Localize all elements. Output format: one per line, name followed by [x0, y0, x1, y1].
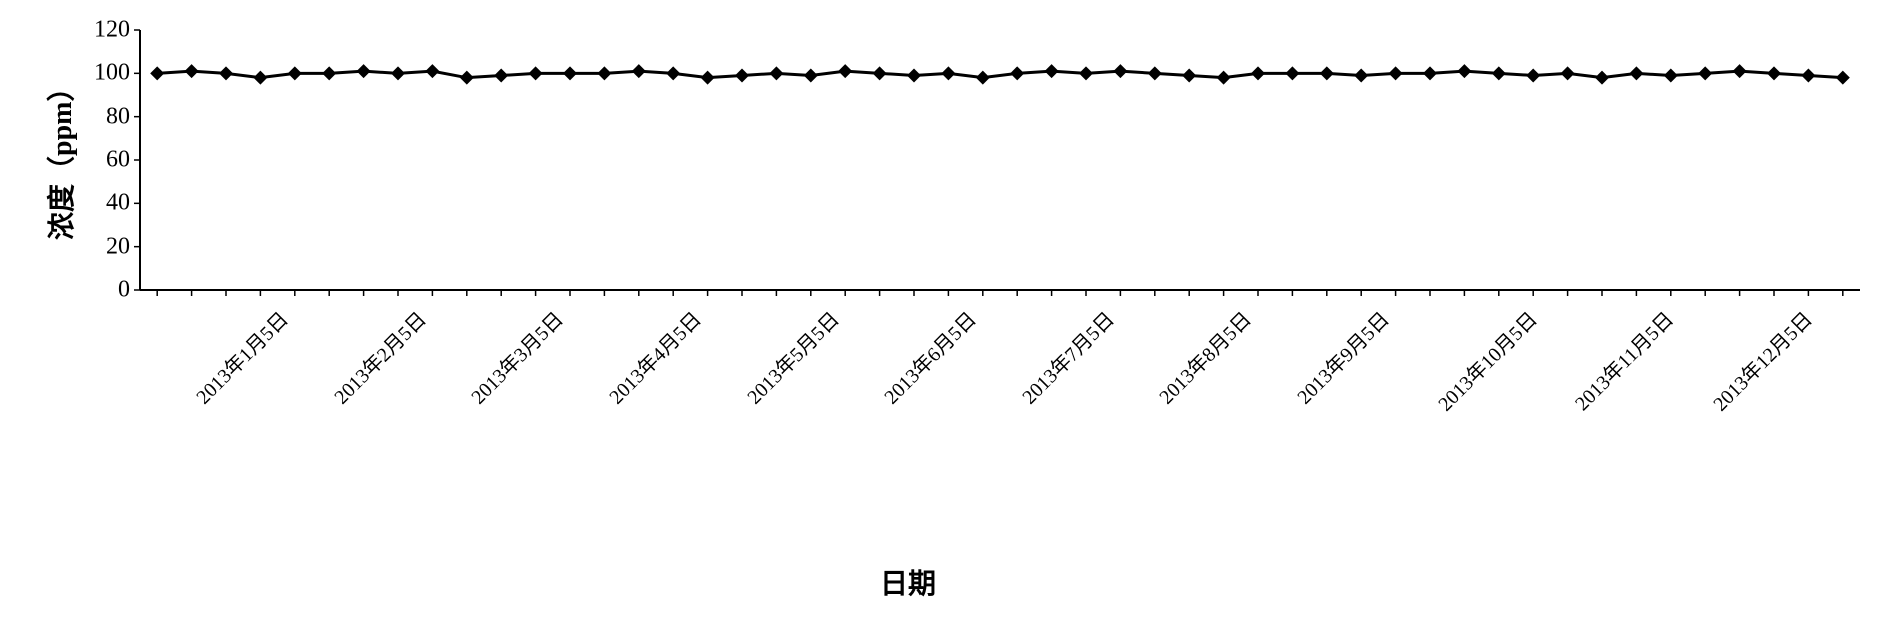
y-axis-label: 浓度（ppm）: [40, 74, 80, 240]
data-marker: [425, 64, 439, 78]
y-tick-label: 120: [80, 17, 130, 44]
data-marker: [941, 66, 955, 80]
y-tick-label: 0: [80, 277, 130, 304]
data-marker: [185, 64, 199, 78]
data-marker: [1733, 64, 1747, 78]
data-marker: [838, 64, 852, 78]
data-marker: [1010, 66, 1024, 80]
data-marker: [1113, 64, 1127, 78]
x-tick-label: 2013年1月5日: [188, 304, 293, 409]
data-marker: [701, 71, 715, 85]
x-tick-label: 2013年10月5日: [1430, 304, 1542, 416]
data-marker: [1045, 64, 1059, 78]
x-tick-label: 2013年8月5日: [1152, 304, 1257, 409]
data-marker: [1251, 66, 1265, 80]
x-tick-label: 2013年5月5日: [739, 304, 844, 409]
data-marker: [1801, 69, 1815, 83]
data-marker: [769, 66, 783, 80]
chart-container: 浓度（ppm） 日期 0 20 40 60 80 100 120 2013年1月5日 2013…: [20, 20, 1876, 612]
x-tick-label: 2013年4月5日: [601, 304, 706, 409]
data-marker: [357, 64, 371, 78]
data-marker: [632, 64, 646, 78]
x-tick-label: 2013年11月5日: [1567, 304, 1679, 416]
y-tick-label: 40: [80, 190, 130, 217]
data-marker: [1079, 66, 1093, 80]
x-tick-label: 2013年12月5日: [1705, 304, 1817, 416]
data-marker: [735, 69, 749, 83]
data-marker: [1492, 66, 1506, 80]
y-tick-label: 60: [80, 147, 130, 174]
chart-svg: [140, 30, 1860, 310]
data-marker: [1217, 71, 1231, 85]
data-marker: [873, 66, 887, 80]
data-marker: [1595, 71, 1609, 85]
data-marker: [1561, 66, 1575, 80]
x-axis-label: 日期: [880, 562, 936, 602]
data-marker: [1354, 69, 1368, 83]
data-marker: [1285, 66, 1299, 80]
data-marker: [460, 71, 474, 85]
x-tick-label: 2013年3月5日: [464, 304, 569, 409]
data-marker: [907, 69, 921, 83]
data-line: [157, 71, 1843, 78]
data-marker: [1836, 71, 1850, 85]
y-tick-label: 80: [80, 103, 130, 130]
data-marker: [529, 66, 543, 80]
data-marker: [253, 71, 267, 85]
data-marker: [1320, 66, 1334, 80]
data-marker: [1389, 66, 1403, 80]
x-tick-label: 2013年2月5日: [326, 304, 431, 409]
x-tick-label: 2013年7月5日: [1014, 304, 1119, 409]
data-marker: [1182, 69, 1196, 83]
data-marker: [1629, 66, 1643, 80]
data-marker: [150, 66, 164, 80]
data-marker: [804, 69, 818, 83]
y-tick-label: 20: [80, 233, 130, 260]
data-marker: [1457, 64, 1471, 78]
data-marker: [1423, 66, 1437, 80]
data-marker: [597, 66, 611, 80]
plot-area: [140, 30, 1860, 290]
data-marker: [1526, 69, 1540, 83]
data-marker: [1767, 66, 1781, 80]
data-marker: [322, 66, 336, 80]
x-tick-label: 2013年9月5日: [1289, 304, 1394, 409]
data-marker: [666, 66, 680, 80]
data-marker: [976, 71, 990, 85]
data-marker: [1698, 66, 1712, 80]
data-marker: [1148, 66, 1162, 80]
x-tick-label: 2013年6月5日: [876, 304, 981, 409]
data-marker: [219, 66, 233, 80]
data-marker: [288, 66, 302, 80]
y-tick-label: 100: [80, 60, 130, 87]
data-marker: [1664, 69, 1678, 83]
data-marker: [391, 66, 405, 80]
data-marker: [494, 69, 508, 83]
data-marker: [563, 66, 577, 80]
